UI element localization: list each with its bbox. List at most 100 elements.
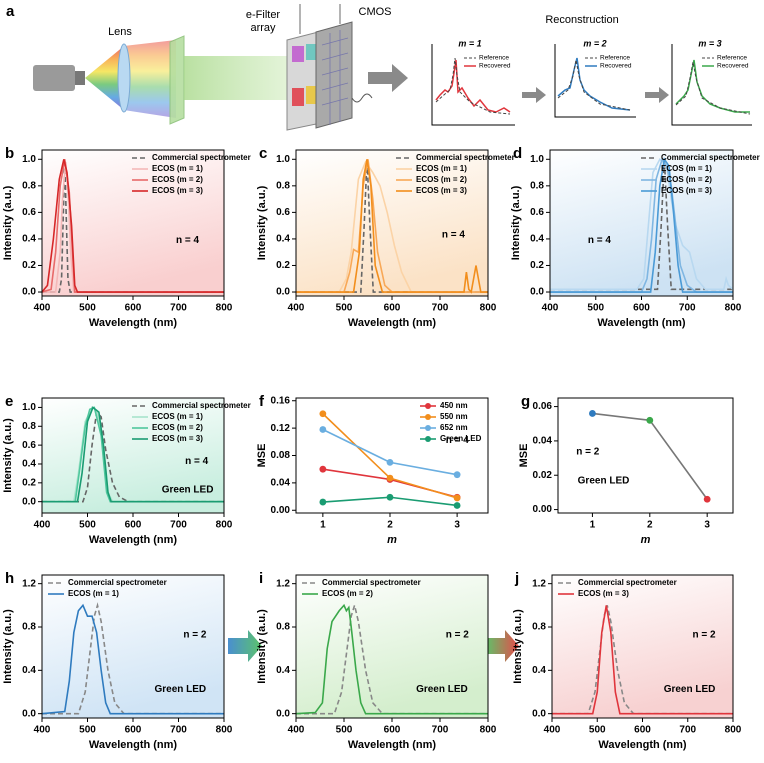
legend-text: ECOS (m = 3) xyxy=(152,186,203,195)
y-tick-label: 0.0 xyxy=(276,708,290,719)
arrow xyxy=(485,630,519,662)
series-line xyxy=(550,157,733,293)
x-tick-label: 2 xyxy=(387,520,393,531)
plot-frame xyxy=(551,574,734,719)
legend-text: Commercial spectrometer xyxy=(152,153,251,162)
annotation: Green LED xyxy=(154,684,206,695)
y-tick-label: 0.8 xyxy=(22,622,36,633)
annotation: n = 2 xyxy=(183,630,207,641)
marker xyxy=(319,426,327,433)
y-tick-label: 0.04 xyxy=(533,436,553,447)
cmos-label: CMOS xyxy=(359,6,392,18)
annotation: Green LED xyxy=(578,475,630,486)
y-tick-label: 0.8 xyxy=(276,180,290,191)
y-tick-label: 0.2 xyxy=(530,260,544,271)
y-tick-label: 0.2 xyxy=(22,477,36,488)
y-tick-label: 0.0 xyxy=(22,496,36,507)
x-tick-label: 400 xyxy=(544,725,561,736)
inset: m = 1 Reference Recovered xyxy=(431,38,515,126)
marker xyxy=(386,458,394,466)
y-tick-label: 0.6 xyxy=(22,207,36,218)
recovered-curve xyxy=(557,57,631,111)
cmos-grid xyxy=(321,30,349,125)
inset: m = 2 Reference Recovered xyxy=(554,38,636,118)
legend-text: Commercial spectrometer xyxy=(322,578,421,587)
x-axis-label: Wavelength (nm) xyxy=(89,739,178,751)
x-tick-label: 700 xyxy=(170,303,187,314)
y-tick-label: 0.4 xyxy=(276,234,290,245)
y-axis-label: Intensity (a.u.) xyxy=(2,418,14,493)
pointer xyxy=(299,4,341,34)
panel-label: b xyxy=(5,145,14,162)
plot-frame xyxy=(549,149,734,297)
legend-text: ECOS (m = 3) xyxy=(578,589,629,598)
legend-text: Recovered xyxy=(717,63,749,70)
x-axis-label: m xyxy=(641,534,651,546)
legend-text: ECOS (m = 1) xyxy=(152,412,203,421)
y-tick-label: 1.2 xyxy=(532,578,546,589)
x-tick-label: 500 xyxy=(79,725,96,736)
series-line xyxy=(42,602,224,715)
x-axis-label: Wavelength (nm) xyxy=(348,739,437,751)
x-axis-label: Wavelength (nm) xyxy=(348,317,437,329)
annotation: n = 4 xyxy=(446,435,470,446)
x-tick-label: 800 xyxy=(216,725,233,736)
y-tick-label: 0.4 xyxy=(530,234,544,245)
series-line xyxy=(552,605,733,715)
cable xyxy=(351,93,373,103)
plot-frame xyxy=(295,397,489,514)
dispersed-light xyxy=(124,40,176,118)
x-tick-label: 600 xyxy=(634,725,651,736)
x-axis-label: Wavelength (nm) xyxy=(89,534,178,546)
plot-frame xyxy=(295,574,489,719)
inset-title: m = 1 xyxy=(458,38,481,48)
inset-axes xyxy=(431,44,515,126)
legend-text: Reference xyxy=(479,55,509,62)
y-tick-label: 0.4 xyxy=(22,234,36,245)
annotation: Green LED xyxy=(162,485,214,496)
x-tick-label: 2 xyxy=(647,520,653,531)
marker xyxy=(386,493,394,501)
y-tick-label: 0.00 xyxy=(271,505,291,516)
lens-label: Lens xyxy=(108,26,132,38)
legend-text: ECOS (m = 2) xyxy=(416,175,467,184)
y-tick-label: 0.2 xyxy=(22,260,36,271)
x-tick-label: 500 xyxy=(336,725,353,736)
chart-panel: 1 2 3 0.00 0.04 0.08 0.12 0.16 450 nm 550 nm 652 n… xyxy=(256,393,489,546)
inset-title: m = 3 xyxy=(698,38,721,48)
y-axis-label: MSE xyxy=(256,444,268,468)
x-tick-label: 500 xyxy=(79,303,96,314)
lens xyxy=(117,43,131,113)
y-tick-label: 0.04 xyxy=(271,478,291,489)
x-tick-label: 700 xyxy=(679,725,696,736)
legend-text: ECOS (m = 2) xyxy=(322,589,373,598)
marker xyxy=(453,471,461,479)
x-tick-label: 400 xyxy=(34,520,51,531)
marker xyxy=(386,474,394,482)
filter-array-label: array xyxy=(250,22,276,34)
y-tick-label: 0.0 xyxy=(530,287,544,298)
filter-cell xyxy=(306,44,318,60)
filter-cell xyxy=(292,88,304,106)
legend-text: Recovered xyxy=(479,63,511,70)
legend-text: ECOS (m = 2) xyxy=(661,175,712,184)
x-tick-label: 400 xyxy=(288,725,305,736)
legend-marker xyxy=(425,414,431,420)
chart-panel: 1 2 3 0.00 0.02 0.04 0.06 n = 2 Green LED m MSE g xyxy=(518,393,734,546)
y-tick-label: 1.2 xyxy=(22,578,36,589)
x-tick-label: 3 xyxy=(704,520,710,531)
x-tick-label: 800 xyxy=(216,303,233,314)
x-axis-label: Wavelength (nm) xyxy=(89,317,178,329)
marker xyxy=(646,416,654,424)
legend-text: ECOS (m = 1) xyxy=(661,164,712,173)
x-tick-label: 400 xyxy=(288,303,305,314)
series-line xyxy=(322,428,458,476)
series-line xyxy=(296,159,488,293)
plot-background xyxy=(296,150,488,296)
legend-text: ECOS (m = 2) xyxy=(152,423,203,432)
legend-text: ECOS (m = 3) xyxy=(416,186,467,195)
panel-label: i xyxy=(259,570,263,587)
series-line xyxy=(550,157,733,293)
x-tick-label: 800 xyxy=(216,520,233,531)
y-tick-label: 1.2 xyxy=(276,578,290,589)
